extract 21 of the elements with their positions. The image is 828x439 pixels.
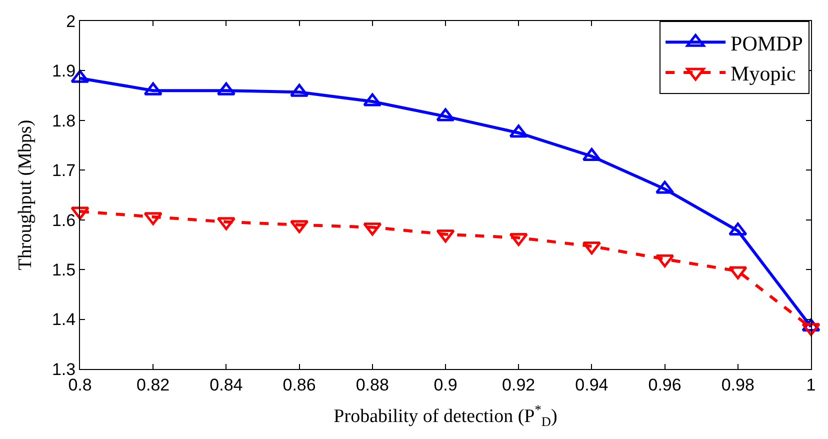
x-tick-label: 0.94 <box>575 375 608 394</box>
y-tick-label: 1.6 <box>52 210 76 230</box>
x-tick-label: 0.82 <box>136 375 170 394</box>
x-tick-label: 1 <box>806 375 816 394</box>
x-tick-label: 0.98 <box>721 375 754 394</box>
legend-label: Myopic <box>730 62 796 86</box>
x-axis-title: Probability of detection (P$^{*}$$_{D}$) <box>334 402 558 430</box>
y-tick-label: 1.7 <box>52 161 76 180</box>
legend-label: POMDP <box>730 31 803 56</box>
x-tick-label: 0.88 <box>356 375 389 394</box>
y-tick-label: 1.8 <box>52 111 76 130</box>
y-tick-label: 2 <box>66 12 76 31</box>
y-tick-label: 1.4 <box>52 310 76 330</box>
x-tick-label: 0.84 <box>210 375 243 394</box>
x-tick-label: 0.92 <box>502 375 536 394</box>
y-tick-label: 1.5 <box>52 260 76 280</box>
x-tick-label: 0.86 <box>282 375 316 394</box>
x-tick-label: 0.96 <box>648 375 682 394</box>
x-tick-label: 0.9 <box>434 375 458 394</box>
y-tick-label: 1.9 <box>52 62 76 81</box>
y-axis-title: Throughput (Mbps) <box>14 120 36 270</box>
